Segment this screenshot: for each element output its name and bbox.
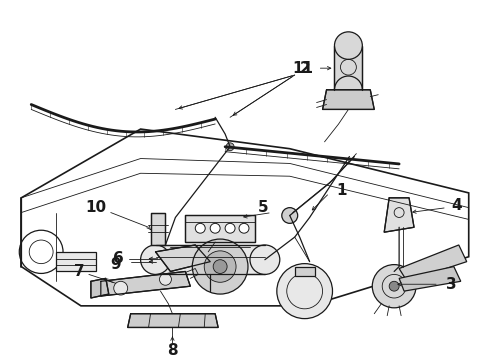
Text: 3: 3 [445, 277, 456, 292]
Circle shape [335, 76, 362, 104]
Text: 4: 4 [451, 198, 462, 213]
Polygon shape [185, 216, 255, 242]
Polygon shape [155, 245, 265, 274]
Circle shape [239, 223, 249, 233]
Circle shape [335, 32, 362, 59]
Circle shape [159, 274, 171, 285]
Polygon shape [399, 266, 461, 291]
Polygon shape [294, 266, 315, 276]
Text: 5: 5 [258, 200, 268, 215]
Polygon shape [150, 212, 166, 245]
Circle shape [141, 245, 171, 274]
Polygon shape [399, 245, 467, 281]
Text: 2: 2 [299, 61, 310, 76]
Circle shape [372, 265, 416, 308]
Circle shape [226, 143, 234, 151]
Text: 6: 6 [113, 251, 124, 266]
Polygon shape [128, 314, 218, 328]
Circle shape [277, 264, 333, 319]
Circle shape [204, 251, 236, 282]
Circle shape [196, 223, 205, 233]
Text: 8: 8 [167, 343, 178, 357]
Text: 11: 11 [292, 61, 313, 76]
Circle shape [282, 208, 298, 223]
Circle shape [225, 223, 235, 233]
Polygon shape [101, 271, 190, 296]
Polygon shape [384, 198, 414, 232]
Polygon shape [322, 90, 374, 109]
Circle shape [250, 245, 280, 274]
Polygon shape [335, 46, 362, 90]
Text: 7: 7 [74, 264, 84, 279]
Circle shape [192, 239, 248, 294]
Text: 10: 10 [85, 200, 106, 215]
Circle shape [210, 223, 220, 233]
Polygon shape [91, 278, 109, 298]
Text: 1: 1 [336, 184, 347, 198]
Polygon shape [155, 245, 210, 271]
Circle shape [114, 281, 128, 295]
Circle shape [213, 260, 227, 274]
Text: 9: 9 [110, 257, 121, 272]
Circle shape [389, 281, 399, 291]
Polygon shape [56, 252, 96, 271]
